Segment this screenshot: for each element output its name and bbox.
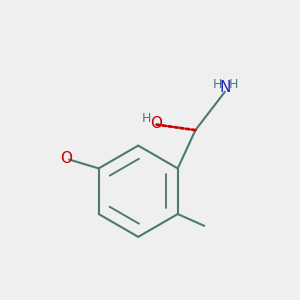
Text: H: H bbox=[229, 78, 238, 91]
Text: O: O bbox=[60, 151, 72, 166]
Text: O: O bbox=[150, 116, 162, 131]
Text: H: H bbox=[213, 78, 222, 91]
Text: H: H bbox=[142, 112, 152, 125]
Text: N: N bbox=[220, 80, 231, 95]
